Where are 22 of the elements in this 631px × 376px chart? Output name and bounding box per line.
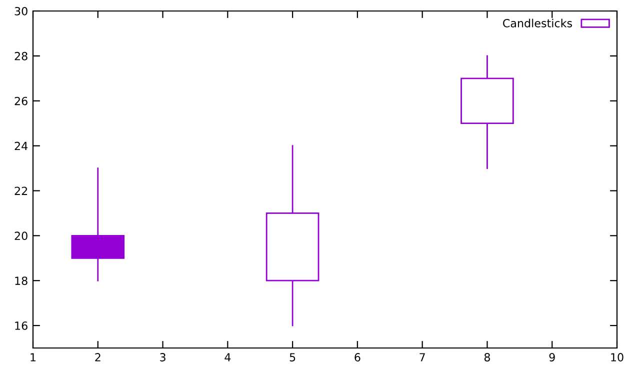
x-tick-label: 8 [484,353,490,362]
legend-label: Candlesticks [503,18,572,28]
candlestick [460,55,514,169]
candlestick [71,168,125,282]
x-tick-label: 9 [549,353,555,362]
x-tick-label: 10 [611,353,624,362]
x-tick-label: 1 [30,353,36,362]
x-tick-label: 4 [224,353,231,362]
x-tick-label: 2 [95,353,100,362]
y-tick-label: 16 [15,322,28,330]
y-tick-label: 28 [14,52,28,60]
x-tick-label: 6 [354,353,360,362]
y-tick-label: 20 [14,232,28,240]
x-tick-label: 5 [290,353,296,362]
x-tick-label: 3 [160,353,166,362]
y-tick-label: 30 [14,6,28,16]
y-tick-label: 18 [15,276,28,285]
y-tick-label: 22 [14,186,28,195]
candlestick [266,145,320,326]
y-tick-label: 24 [14,142,28,150]
y-tick-label: 26 [14,96,28,106]
x-tick-label: 7 [420,353,425,362]
